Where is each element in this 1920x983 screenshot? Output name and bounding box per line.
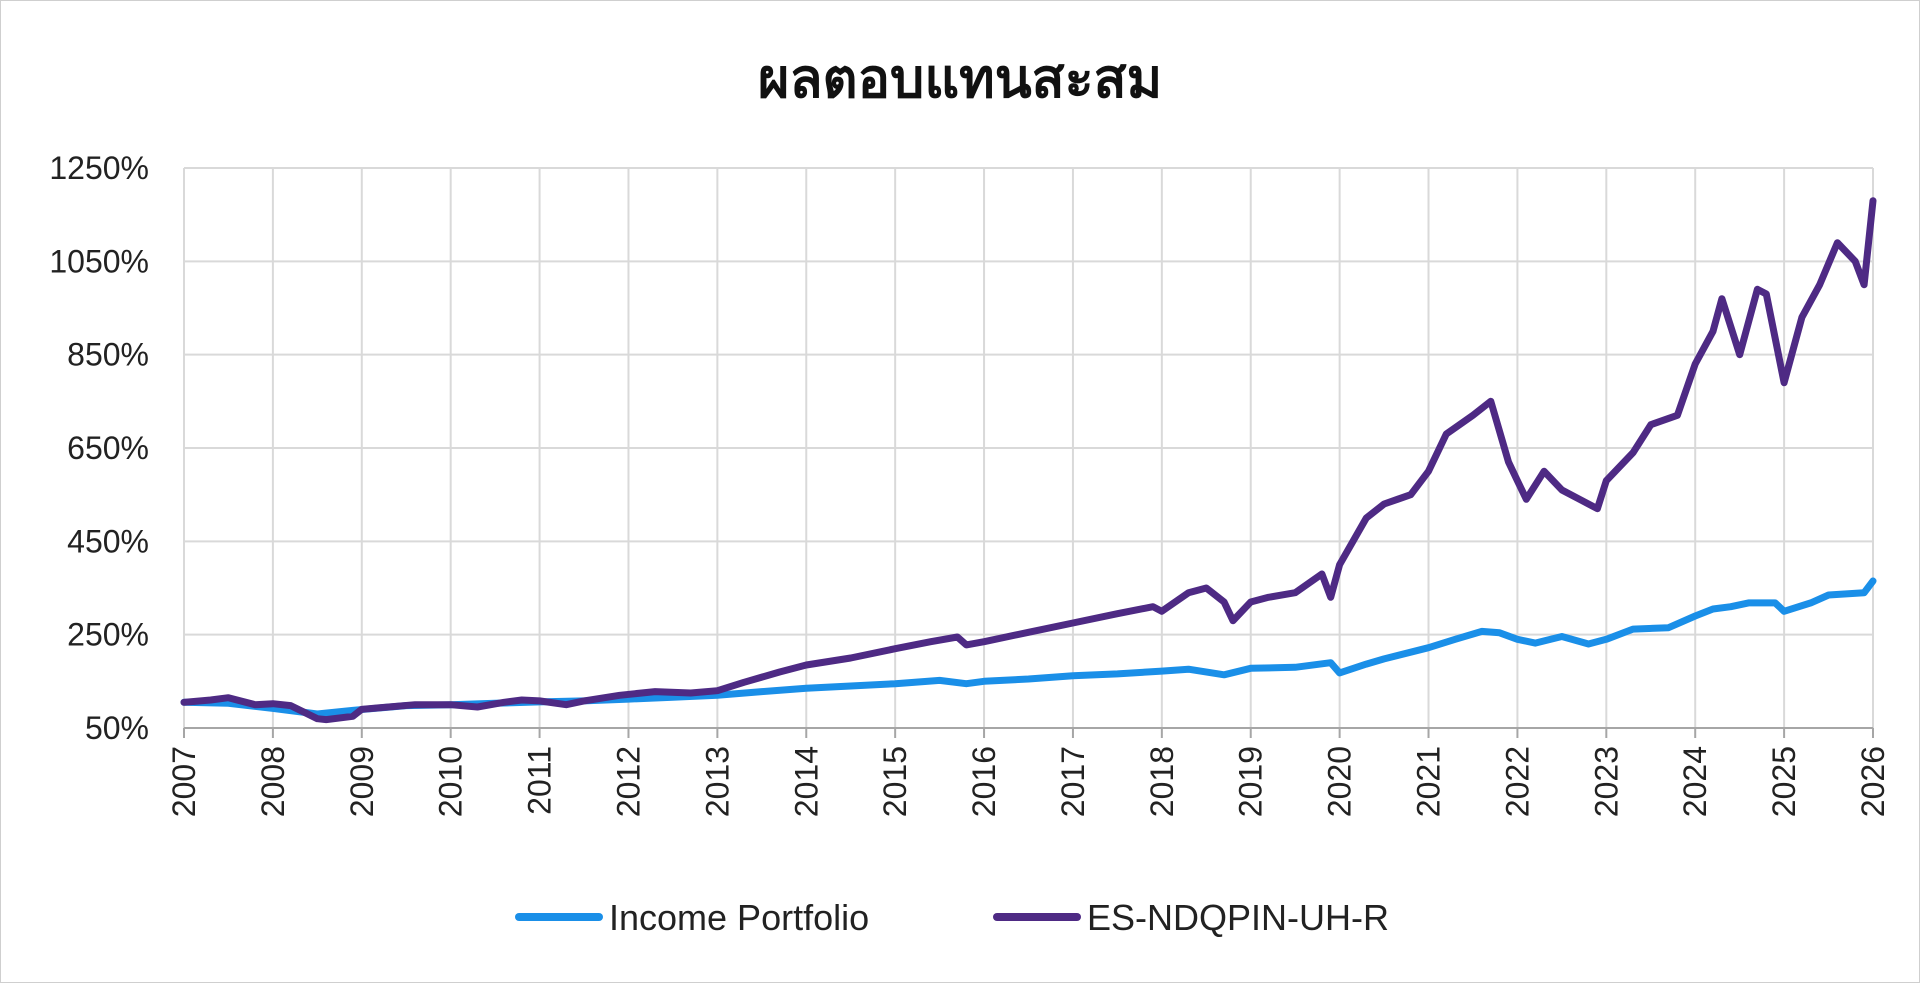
x-tick-label: 2021: [1411, 746, 1447, 817]
y-tick-label: 850%: [67, 337, 149, 373]
y-tick-label: 1250%: [49, 150, 149, 186]
x-tick-label: 2023: [1588, 746, 1624, 817]
x-tick-label: 2022: [1499, 746, 1535, 817]
y-tick-label: 650%: [67, 430, 149, 466]
y-tick-label: 1050%: [49, 243, 149, 279]
x-tick-label: 2007: [166, 746, 202, 817]
x-tick-label: 2025: [1766, 746, 1802, 817]
x-tick-label: 2011: [522, 746, 558, 815]
legend-label: Income Portfolio: [609, 897, 869, 938]
x-tick-label: 2017: [1055, 746, 1091, 817]
x-tick-label: 2016: [966, 746, 1002, 817]
y-tick-label: 250%: [67, 617, 149, 653]
series-line-2: [180, 197, 1877, 724]
x-tick-label: 2010: [433, 746, 469, 817]
x-tick-label: 2012: [610, 746, 646, 817]
series-lines: [180, 197, 1877, 724]
grid: [183, 167, 1874, 738]
x-tick-label: 2014: [788, 746, 824, 817]
x-tick-label: 2024: [1677, 746, 1713, 817]
legend-label: ES-NDQPIN-UH-R: [1087, 897, 1389, 938]
series-line-1: [180, 577, 1877, 718]
x-tick-label: 2009: [344, 746, 380, 817]
x-tick-label: 2008: [255, 746, 291, 817]
x-tick-label: 2026: [1855, 746, 1891, 817]
x-tick-label: 2015: [877, 746, 913, 817]
x-tick-label: 2020: [1322, 746, 1358, 817]
y-tick-label: 450%: [67, 523, 149, 559]
x-axis-ticks: 2007 2008 2009 2010 2011 2012 2013 2014 2015 2016…: [166, 746, 1891, 817]
chart-title: ผลตอบแทนสะสม: [758, 47, 1162, 110]
y-tick-label: 50%: [85, 710, 149, 746]
x-tick-label: 2019: [1233, 746, 1269, 817]
x-tick-label: 2013: [699, 746, 735, 817]
legend: Income Portfolio ES-NDQPIN-UH-R: [515, 897, 1389, 938]
y-axis-ticks: 50% 250% 450% 650% 850% 1050% 1250%: [49, 150, 149, 746]
x-tick-label: 2018: [1144, 746, 1180, 817]
